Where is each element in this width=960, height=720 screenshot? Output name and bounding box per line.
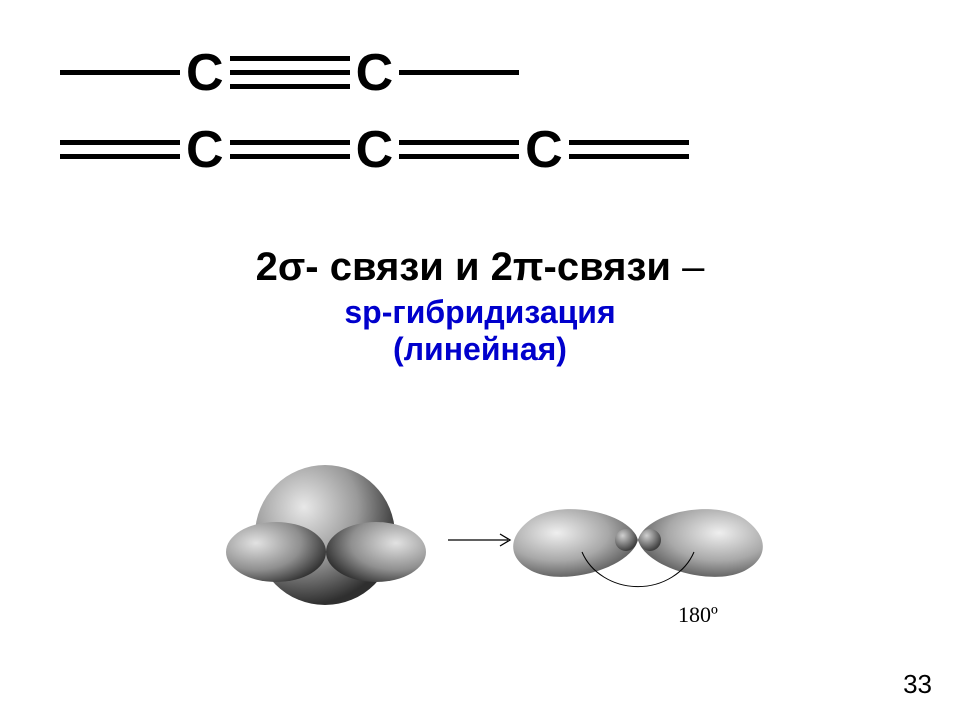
bond-2 [399, 140, 519, 159]
caption-line1-dash: – [671, 245, 704, 289]
bond-2 [60, 140, 180, 159]
atom-label: C [350, 124, 400, 176]
caption-block: 2σ- связи и 2π-связи – sp-гибридизация (… [0, 245, 960, 368]
caption-line-3: (линейная) [0, 331, 960, 368]
bond-bar [60, 140, 180, 145]
bond-row-1: CC [60, 40, 689, 105]
left-lobe-1 [226, 522, 326, 582]
bond-structures: CC CCC [60, 40, 689, 182]
bond-bar [230, 84, 350, 89]
bond-2 [230, 140, 350, 159]
bond-bar [399, 140, 519, 145]
bond-bar [569, 140, 689, 145]
caption-line-2: sp-гибридизация [0, 294, 960, 331]
bond-row-2: CCC [60, 117, 689, 182]
bond-bar [230, 140, 350, 145]
angle-label: 180º [678, 602, 718, 628]
center-sphere-right [639, 529, 661, 551]
bond-bar [230, 154, 350, 159]
bond-1 [399, 70, 519, 75]
atom-label: C [519, 124, 569, 176]
bond-bar [399, 70, 519, 75]
bond-bar [60, 70, 180, 75]
bond-bar [60, 154, 180, 159]
orbital-diagram: 180º [210, 440, 770, 660]
atom-label: C [350, 47, 400, 99]
bond-3 [230, 56, 350, 89]
bond-bar [569, 154, 689, 159]
left-lobe-2 [326, 522, 426, 582]
page-number: 33 [903, 669, 932, 700]
bond-bar [399, 154, 519, 159]
caption-line1-text: 2σ- связи и 2π-связи [256, 245, 671, 289]
bond-2 [569, 140, 689, 159]
center-sphere-left [615, 529, 637, 551]
atom-label: C [180, 124, 230, 176]
atom-label: C [180, 47, 230, 99]
bond-bar [230, 70, 350, 75]
slide: CC CCC 2σ- связи и 2π-связи – sp-гибриди… [0, 0, 960, 720]
caption-line-1: 2σ- связи и 2π-связи – [0, 245, 960, 290]
bond-bar [230, 56, 350, 61]
bond-1 [60, 70, 180, 75]
